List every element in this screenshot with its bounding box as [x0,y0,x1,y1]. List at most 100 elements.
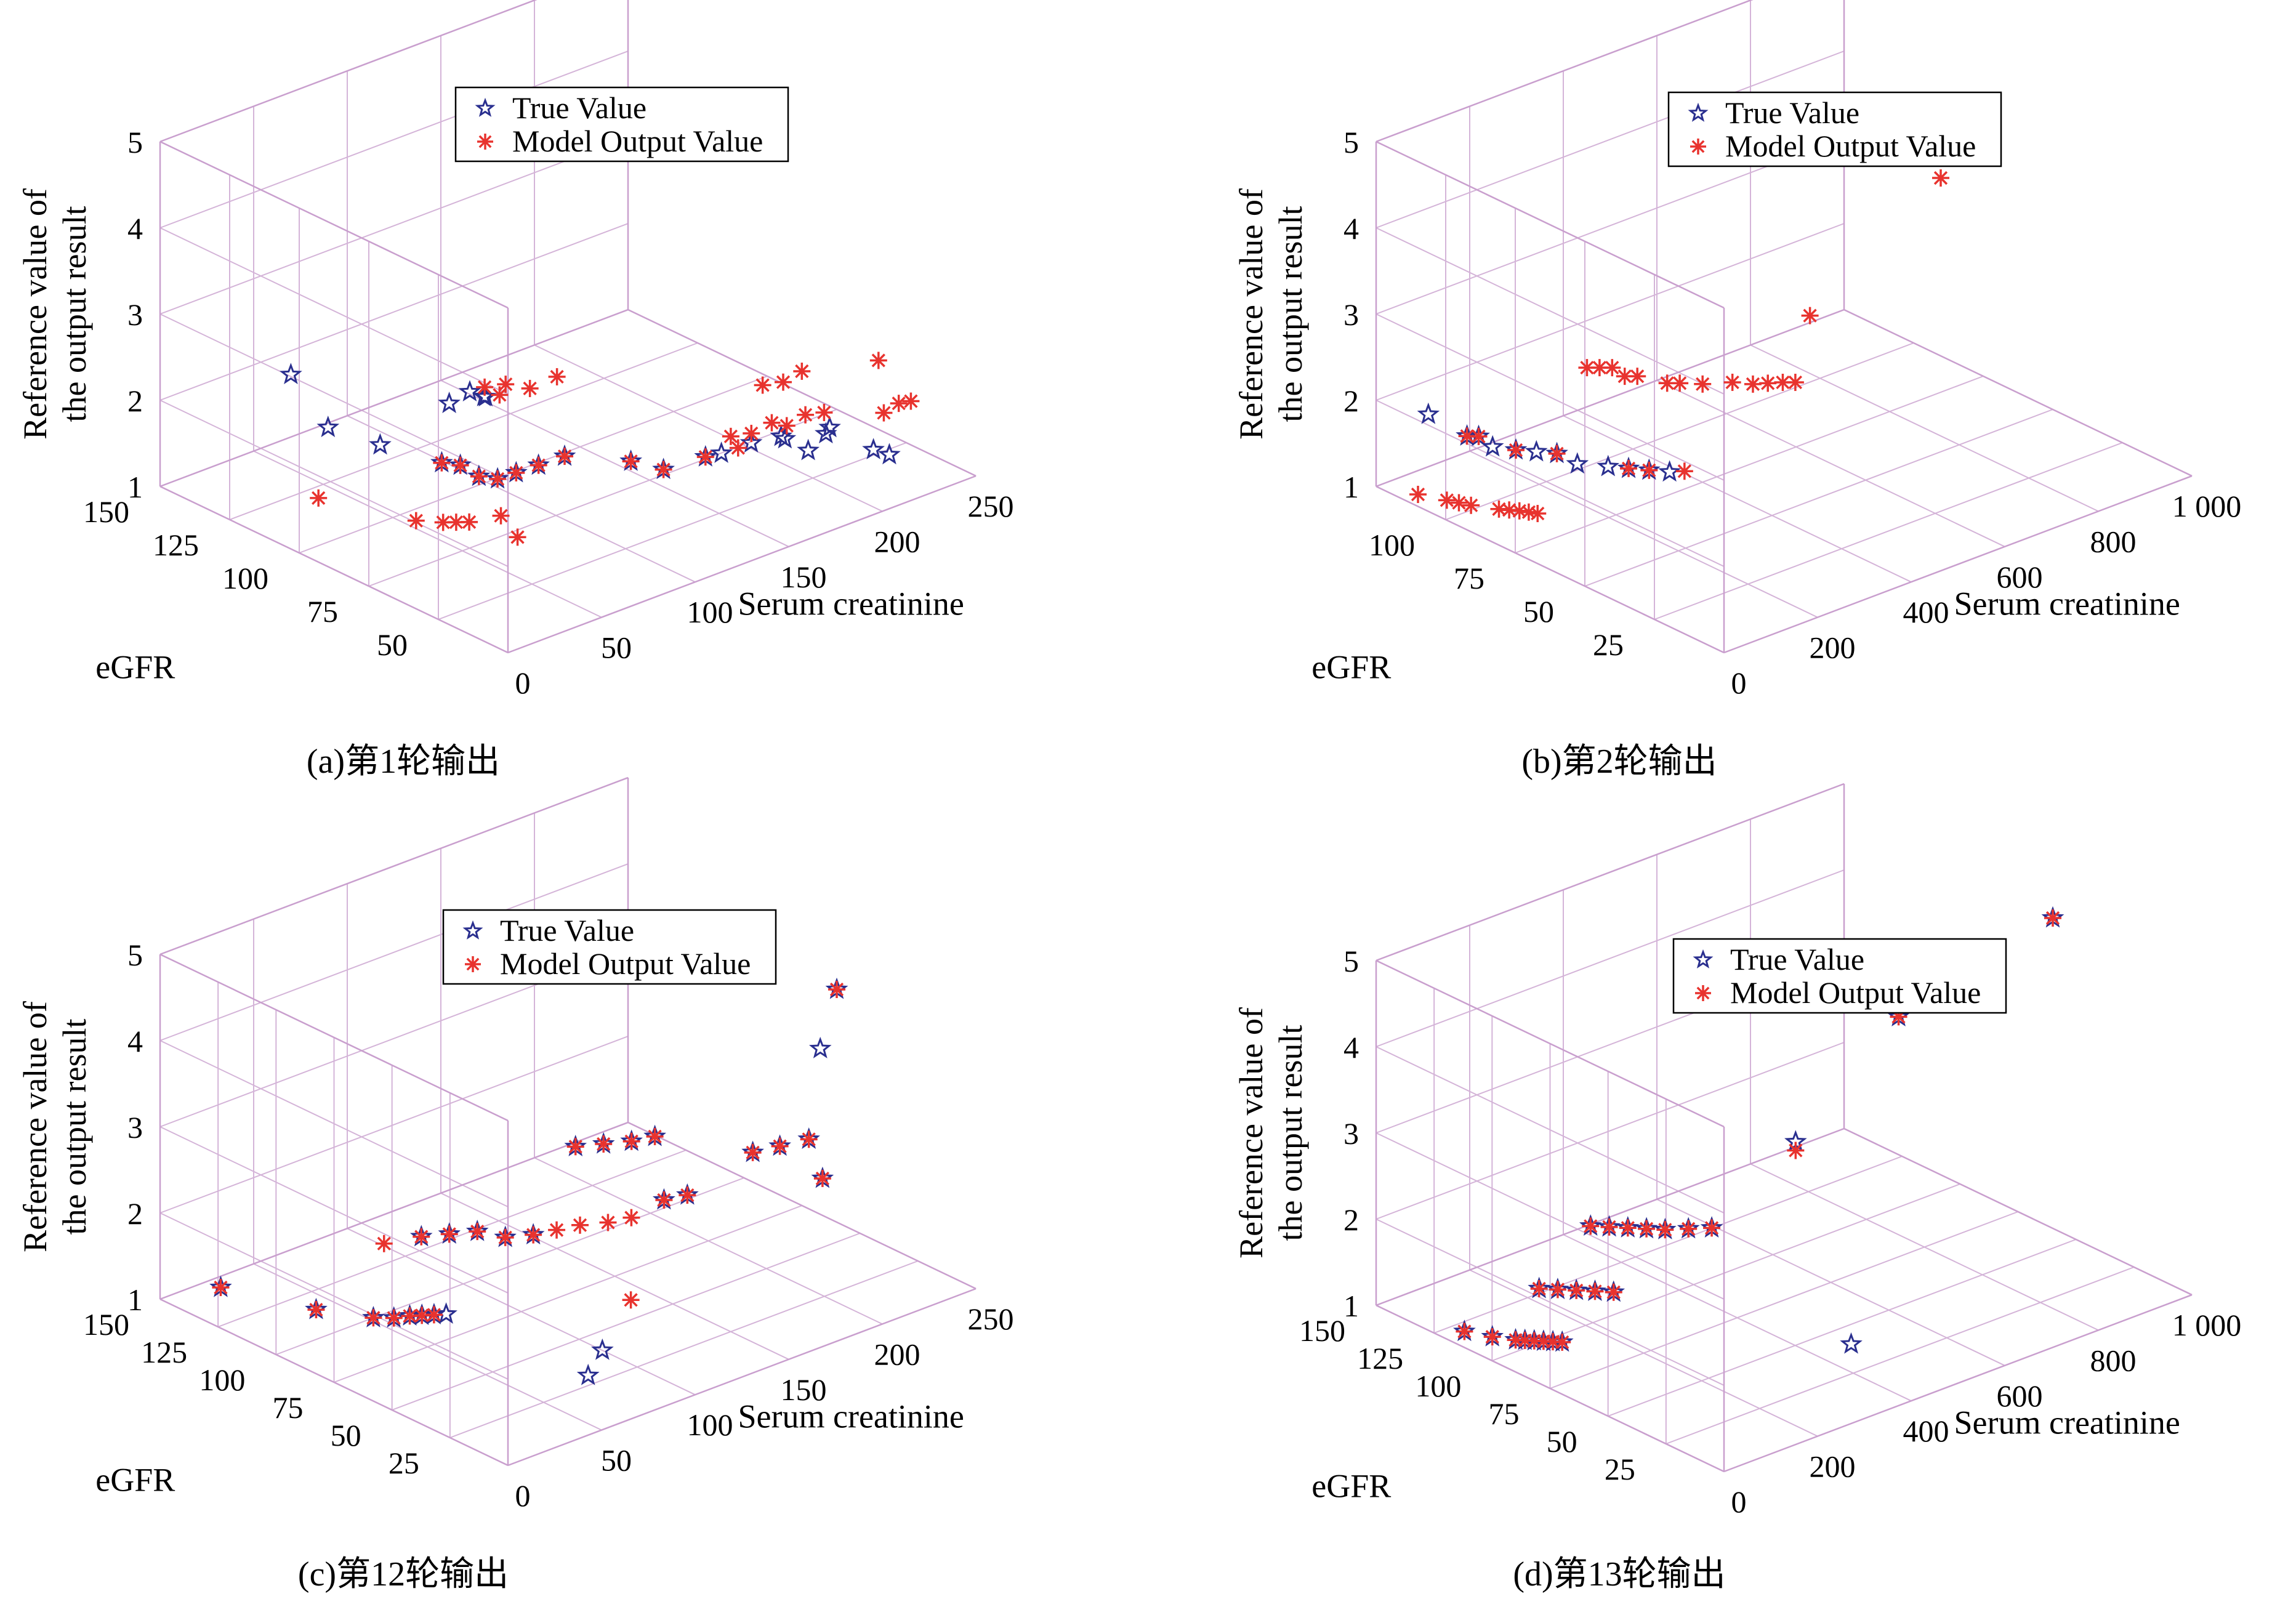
model-output-marker [507,464,525,481]
box-edge [1376,783,1845,962]
y-tick-label: 150 [1299,1313,1345,1348]
asterisk-stroke [892,396,906,411]
floor-gridline [1750,344,2099,512]
wall-gridline [159,137,629,315]
wall-gridline [1376,1218,1725,1386]
z-tick-label: 5 [1343,944,1359,978]
model-output-marker [375,1234,393,1252]
wall-gridline [159,863,629,1041]
asterisk-stroke [829,982,844,997]
true-value-marker [458,380,481,402]
asterisk-stroke [1776,375,1790,390]
z-tick-label: 4 [1343,1030,1359,1065]
model-output-marker [599,1214,617,1231]
x-axis-title: Serum creatinine [1954,585,2180,622]
floor-gridline [1550,1211,2018,1389]
y-axis-title: eGFR [1311,1468,1391,1505]
z-tick-label: 3 [127,1110,143,1145]
model-output-marker [1438,491,1456,509]
asterisk-stroke [1550,1283,1565,1297]
asterisk-stroke [550,369,564,384]
model-output-marker [622,1132,640,1150]
model-output-marker [433,454,451,472]
chart-panel-3: 05010015020025025507510012515012345Serum… [17,776,1014,1593]
asterisk-stroke [1531,506,1545,521]
legend-model-output-icon [477,134,493,150]
model-output-marker [1586,1283,1604,1300]
model-output-marker [1529,505,1547,523]
model-output-marker [566,1138,584,1156]
model-output-marker [655,1191,673,1209]
x-tick-label: 600 [1997,1379,2043,1413]
asterisk-stroke [387,1311,401,1325]
legend-box [454,86,789,163]
model-output-marker [800,1130,818,1148]
model-output-marker [763,414,781,432]
x-tick-label: 50 [601,1443,632,1478]
model-output-marker [1680,1220,1698,1238]
x-tick-label: 800 [2090,1343,2137,1377]
model-output-marker [461,513,478,531]
y-tick-label: 100 [199,1363,245,1397]
x-tick-label: 0 [515,666,531,700]
y-axis-line [1376,1304,1725,1473]
asterisk-stroke [1696,377,1710,391]
model-output-marker [451,456,469,474]
asterisk-stroke [568,1140,582,1154]
floor-gridline [438,442,907,620]
asterisk-stroke [1621,461,1636,476]
asterisk-stroke [1617,369,1632,384]
asterisk-stroke [1460,429,1474,443]
asterisk-stroke [1630,369,1645,384]
model-output-marker [489,470,507,488]
y-axis-line [159,485,509,654]
model-output-marker [778,417,796,435]
floor-gridline [1469,450,1818,618]
asterisk-stroke [624,1210,638,1225]
asterisk-stroke [498,1230,512,1244]
asterisk-stroke [214,1280,228,1295]
x-tick-label: 400 [1903,595,1949,629]
y-tick-label: 75 [273,1390,304,1425]
z-tick-label: 2 [127,384,143,418]
asterisk-stroke [415,1308,429,1323]
model-output-marker [1462,496,1480,514]
x-axis-title: Serum creatinine [1954,1404,2180,1441]
model-output-marker [1548,445,1566,462]
model-output-marker [1458,427,1476,445]
model-output-marker [595,1135,613,1153]
wall-gridline [159,50,629,228]
wall-gridline [1376,50,1845,228]
wall-gridline [159,1036,629,1214]
asterisk-stroke [746,1145,760,1159]
model-output-marker [530,456,547,474]
asterisk-stroke [449,515,464,530]
true-value-marker [808,1036,832,1058]
model-output-marker [1774,374,1792,392]
asterisk-stroke [1605,360,1619,375]
asterisk-stroke [1746,377,1760,391]
box-edge [159,1121,629,1300]
asterisk-stroke [1457,1324,1472,1339]
asterisk-stroke [312,491,326,505]
legend-true-value-icon [475,97,496,117]
floor-gridline [392,1233,861,1411]
model-output-marker [1530,1279,1548,1297]
floor-gridline [1563,415,1912,583]
legend-model-output-icon [465,956,481,972]
y-tick-label: 75 [1454,561,1484,595]
asterisk-stroke [597,1137,611,1151]
asterisk-stroke [1411,487,1425,502]
model-output-marker [440,1225,458,1243]
floor-gridline [1445,342,1914,520]
model-output-marker [310,489,328,507]
model-output-marker [425,1306,443,1324]
asterisk-stroke [798,408,813,422]
model-output-marker [1568,1281,1585,1299]
asterisk-stroke [624,1134,638,1148]
wall-gridline [1376,869,1845,1047]
legend-label-model-output: Model Output Value [500,946,751,981]
